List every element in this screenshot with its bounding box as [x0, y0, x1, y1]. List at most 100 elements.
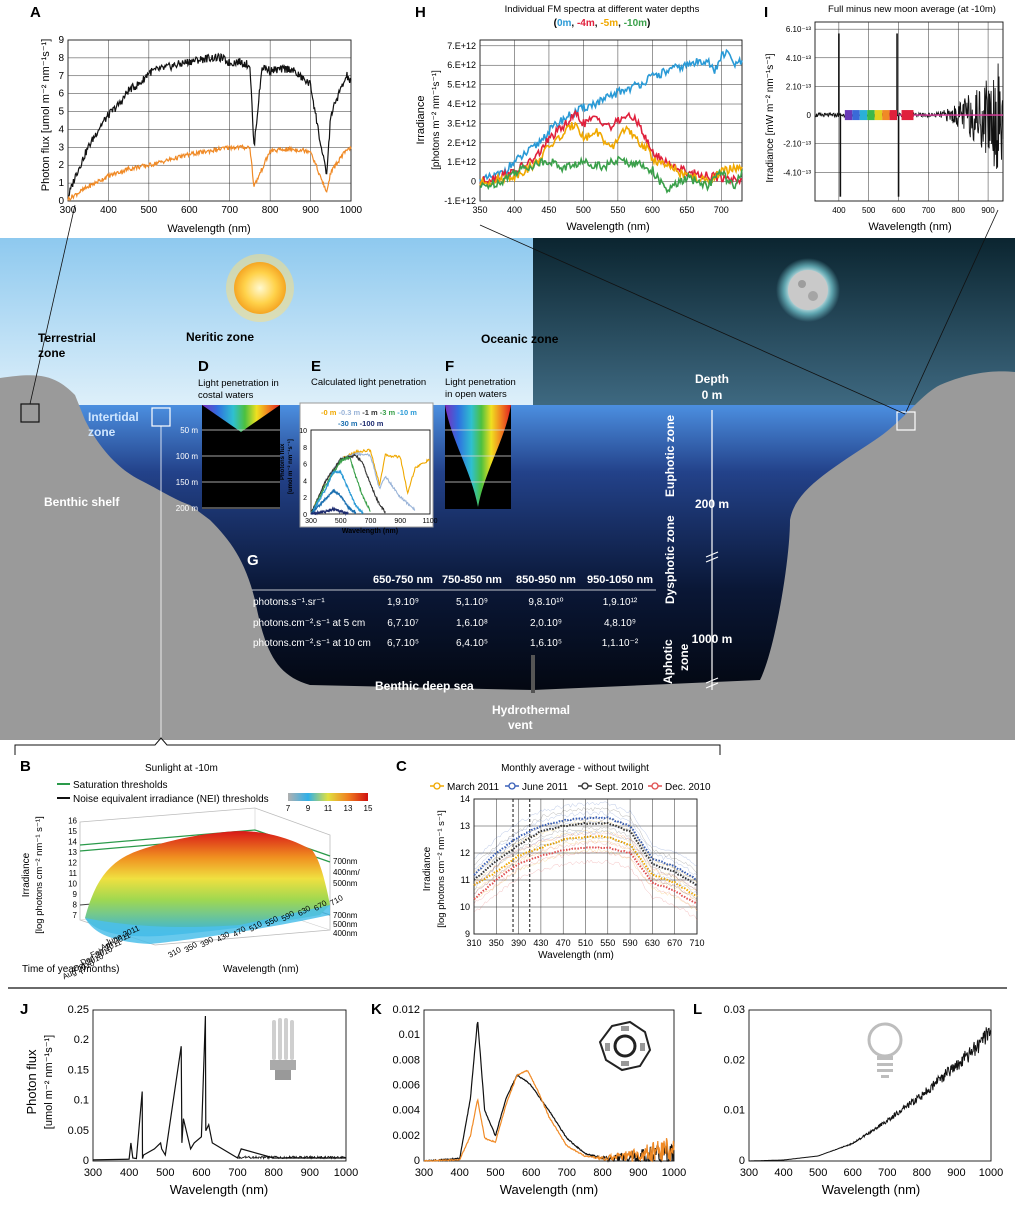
depth-label: 50 m	[180, 426, 198, 435]
x-tick-label: 900	[301, 1167, 319, 1179]
legend-marker	[581, 782, 589, 790]
label-euphotic: Euphotic zone	[663, 415, 677, 497]
panel-I-plot: 400 500 600 700 800 900 6.10⁻¹³ 4.10⁻¹³ 2.10⁻¹³ 0…	[783, 21, 1004, 215]
x-tick-label: 700	[714, 205, 729, 215]
x-tick-label: 300	[84, 1167, 102, 1179]
y-tick-label: 6	[58, 89, 64, 100]
legend-paren: (	[554, 18, 558, 29]
monthly-average-line	[473, 821, 698, 886]
seafloor-land	[0, 371, 1015, 740]
panel-letter-A: A	[30, 4, 41, 21]
panel-C-ylabel-2: [log photons cm⁻² nm⁻¹ s⁻¹]	[436, 810, 447, 927]
panel-H-title: Individual FM spectra at different water…	[505, 4, 700, 15]
y-tick-label: 0	[414, 1155, 420, 1167]
table-cell: 1,6.10⁸	[456, 618, 488, 629]
panel-G: G 650-750 nm 750-850 nm 850-950 nm 950-1…	[247, 552, 656, 649]
table-cell: 6,4.10⁵	[456, 638, 488, 649]
monthly-trace	[473, 829, 698, 894]
legend-label: June 2011	[522, 782, 568, 793]
y-tick-label: 8	[303, 445, 307, 452]
y-tick-label: 12	[460, 848, 470, 858]
spectrum-band	[874, 110, 883, 121]
bulb-socket	[275, 1070, 291, 1080]
y-tick-label: 0.01	[724, 1105, 745, 1117]
panel-K: K 300 400 500 600 700 800 900 1000 0 0.002 0.004 0.…	[371, 1001, 686, 1197]
x-tick-label: 500	[156, 1167, 174, 1179]
panel-H-legend: (0m, -4m, -5m, -10m)	[554, 18, 651, 29]
panel-letter-B: B	[20, 758, 31, 775]
led-board	[598, 1020, 652, 1072]
depth-break	[705, 556, 719, 563]
x-tick-label: 600	[522, 1167, 540, 1179]
y-tick-label: -4.10⁻¹³	[783, 168, 811, 177]
led-chip-icon	[598, 1020, 652, 1072]
y-tick-label: 6.10⁻¹³	[786, 25, 811, 34]
y-tick-label: 14	[460, 794, 470, 804]
y-tick-label: 0	[739, 1155, 745, 1167]
y-tick-label: 1	[58, 178, 64, 189]
panel-A: A 300 400 500 600 700 800 900 1000 0 1 2 3 4 5 6 7 8 9 Ph…	[30, 4, 363, 235]
y-tick-label: 0	[303, 512, 307, 519]
x-tick-label: 590	[623, 938, 638, 948]
z-tick-label: 14	[68, 838, 77, 847]
y-tick-label: 5	[58, 107, 64, 118]
table-row-label: photons.cm⁻².s⁻¹ at 10 cm	[253, 638, 371, 649]
z-tick-label: 13	[68, 848, 77, 857]
y-tick-label: 4.E+12	[447, 99, 476, 109]
colorbar-tick: 15	[364, 804, 373, 813]
x-tick-label: 1100	[422, 518, 437, 525]
led-spectrum-line	[423, 1021, 675, 1163]
led-pad	[621, 1061, 629, 1066]
panel-B-zlabel: Irradiance	[21, 852, 32, 897]
spectrum-line	[67, 52, 352, 200]
table-cell: 6,7.10⁵	[387, 638, 419, 649]
y-tick-label: 0.1	[74, 1095, 89, 1107]
label-benthic-shelf: Benthic shelf	[44, 495, 120, 509]
x-tick-label: 350	[472, 205, 487, 215]
panel-E-ylabel-2: [umol m⁻² nm⁻¹s⁻¹]	[287, 439, 294, 494]
panel-C-title: Monthly average - without twilight	[501, 763, 649, 774]
panel-H: H Individual FM spectra at different wat…	[415, 4, 743, 233]
x-tick-label: 500	[576, 205, 591, 215]
vent-column	[531, 655, 535, 693]
led-lens	[613, 1034, 637, 1058]
panel-A-plot: 300 400 500 600 700 800 900 1000 0 1 2 3 4 5 6 7 8 9	[58, 35, 362, 216]
label-oceanic: Oceanic zone	[481, 332, 559, 346]
panel-E-ylabel: Photons flux	[280, 443, 286, 480]
table-cell: 9,8.10¹⁰	[528, 597, 563, 608]
panel-E-legend-row-2: -30 m -100 m	[338, 419, 384, 428]
x-tick-label: 900	[302, 205, 319, 216]
x-tick-label: 500	[862, 206, 876, 215]
y-tick-label: 0.15	[68, 1064, 89, 1076]
irradiance-surface	[85, 831, 330, 937]
colorbar-tick: 7	[286, 804, 291, 813]
x-tick-label: 1000	[979, 1167, 1003, 1179]
y-tick-label: 4	[58, 124, 64, 135]
y-tick-label: 9	[58, 35, 64, 46]
monthly-average-line	[473, 835, 698, 898]
panel-C: C Monthly average - without twilight Mar…	[396, 758, 711, 961]
panel-H-ylabel-2: [photons m⁻² nm⁻¹s⁻¹]	[431, 70, 442, 170]
colorbar-tick: 9	[306, 804, 311, 813]
panel-L-plot: 300 400 500 600 700 800 900 1000 0 0.01 0.02 0.03	[724, 1004, 1004, 1179]
x-tick-label: 600	[192, 1167, 210, 1179]
x-tick-label: 390	[511, 938, 526, 948]
y-tick-label: 1.E+12	[447, 157, 476, 167]
x-tick-label: 500	[335, 518, 347, 525]
led-pad	[640, 1043, 645, 1051]
panel-J-ylabel: Photon flux	[24, 1049, 39, 1115]
label-terrestrial-zone: zone	[38, 346, 66, 360]
y-tick-label: 0.006	[392, 1080, 420, 1092]
threshold-label: 400nm/	[333, 868, 360, 877]
spectrum-band	[867, 110, 875, 121]
y-tick-label: 4	[303, 478, 307, 485]
x-tick-label: 800	[265, 1167, 283, 1179]
legend-depth: -100 m	[358, 419, 384, 428]
panel-letter-H: H	[415, 4, 426, 21]
y-tick-label: 0.02	[724, 1054, 745, 1066]
x-tick-label: 500	[809, 1167, 827, 1179]
y-tick-label: -2.10⁻¹³	[783, 140, 811, 149]
table-cell: 1,1.10⁻²	[602, 638, 639, 649]
legend-depth: ,	[571, 18, 577, 29]
